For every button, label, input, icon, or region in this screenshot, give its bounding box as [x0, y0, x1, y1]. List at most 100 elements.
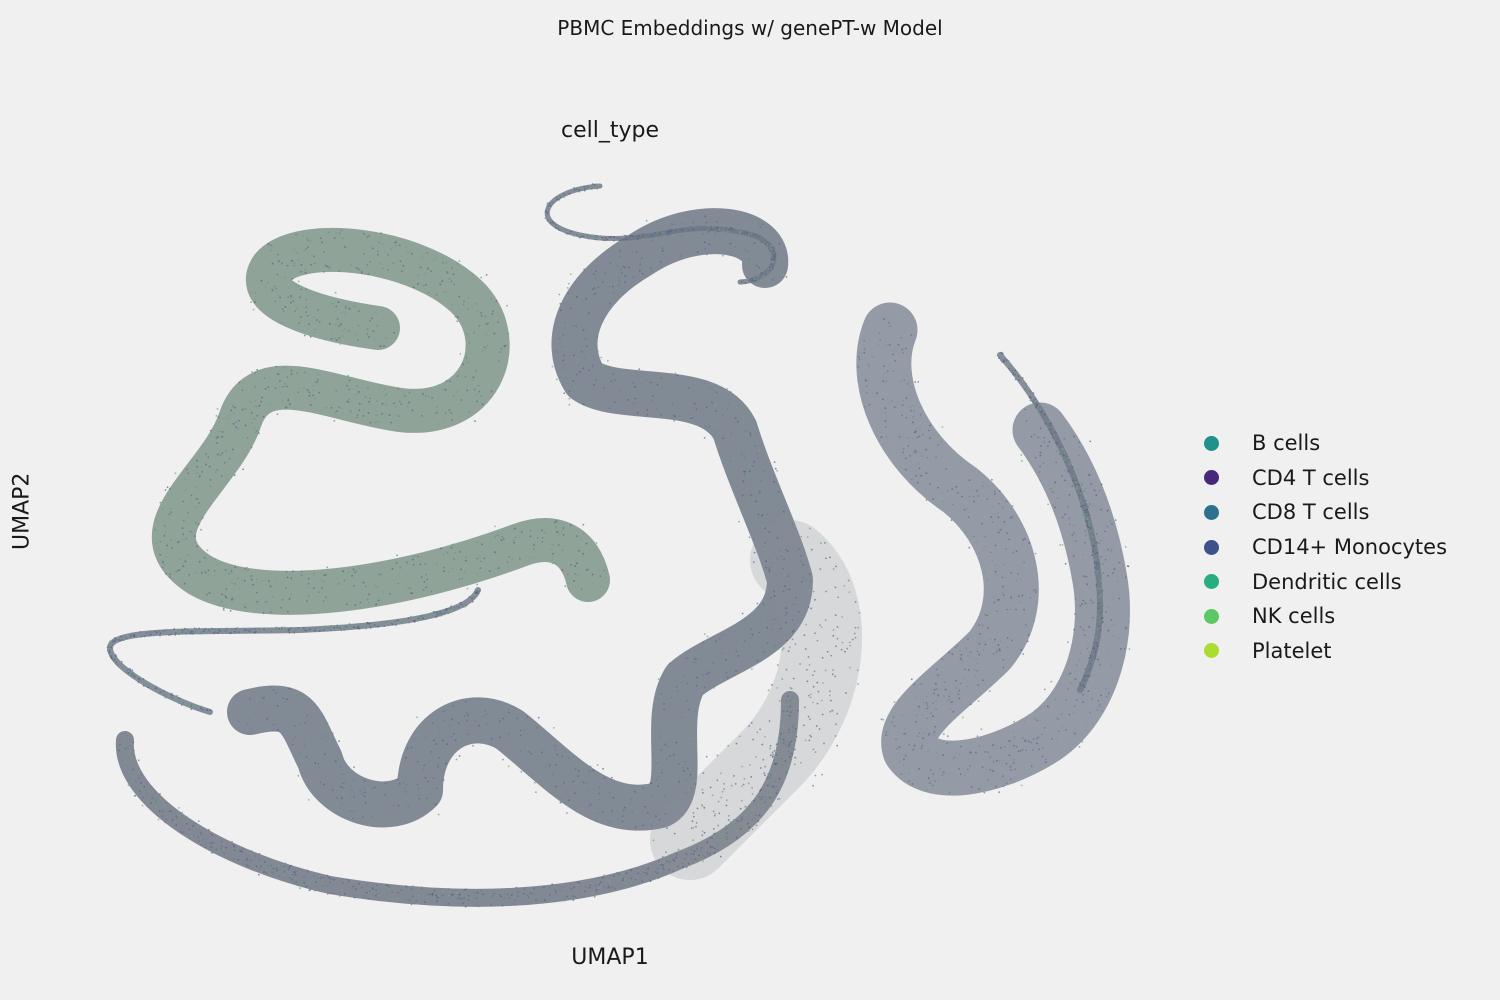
- cell-point: [729, 820, 732, 823]
- cell-point: [386, 884, 389, 887]
- cell-point: [323, 876, 325, 879]
- cell-point: [1099, 600, 1102, 602]
- cell-point: [447, 902, 450, 905]
- cell-point: [249, 858, 251, 861]
- cell-point: [1099, 661, 1101, 664]
- cell-point: [436, 764, 439, 766]
- cell-point: [142, 796, 145, 799]
- cell-point: [241, 389, 244, 392]
- cell-point: [707, 225, 710, 228]
- cell-point: [510, 904, 513, 907]
- cell-point: [312, 316, 315, 319]
- cell-point: [673, 419, 676, 422]
- cell-point: [479, 732, 482, 734]
- cell-point: [721, 634, 724, 637]
- cell-point: [812, 685, 815, 688]
- cell-point: [1086, 642, 1089, 645]
- cell-point: [829, 556, 831, 559]
- cell-point: [876, 392, 878, 394]
- cell-point: [170, 810, 173, 813]
- cell-point: [771, 753, 774, 756]
- cell-point: [464, 559, 467, 562]
- cell-point: [893, 701, 896, 703]
- cell-point: [339, 882, 342, 884]
- cell-point: [246, 436, 249, 439]
- cell-point: [645, 871, 648, 874]
- cell-point: [543, 531, 546, 534]
- cell-point: [693, 661, 695, 663]
- cell-point: [375, 603, 378, 605]
- cell-point: [940, 670, 943, 673]
- cell-point: [868, 365, 871, 367]
- cell-point: [371, 823, 374, 826]
- legend-marker: [1204, 608, 1219, 624]
- cell-point: [754, 280, 757, 282]
- cell-point: [754, 445, 757, 448]
- cell-point: [863, 348, 866, 351]
- cell-point: [768, 242, 771, 245]
- cell-point: [699, 850, 702, 853]
- cell-point: [433, 272, 435, 275]
- legend-label: CD14+ Monocytes: [1252, 535, 1448, 560]
- cell-point: [420, 576, 423, 579]
- cell-point: [677, 657, 680, 659]
- cell-point: [1048, 421, 1050, 423]
- cell-point: [670, 230, 672, 233]
- cell-point: [494, 551, 496, 554]
- cell-point: [1075, 479, 1078, 482]
- cell-point: [618, 280, 621, 283]
- cell-point: [701, 854, 704, 857]
- cell-point: [927, 777, 930, 780]
- cell-point: [773, 567, 776, 570]
- cell-point: [656, 384, 659, 386]
- cell-point: [872, 355, 875, 358]
- cell-point: [621, 272, 623, 274]
- cell-point: [1071, 539, 1074, 542]
- cell-point: [339, 785, 342, 788]
- cell-point: [711, 226, 714, 228]
- cell-point: [423, 580, 426, 583]
- cell-point: [1052, 503, 1055, 506]
- cell-point: [155, 806, 157, 809]
- cell-point: [1069, 672, 1072, 675]
- cell-point: [744, 511, 746, 513]
- cell-point: [1086, 647, 1089, 650]
- cell-point: [523, 888, 526, 890]
- cell-point: [249, 629, 252, 631]
- cell-point: [245, 863, 248, 866]
- cell-point: [727, 744, 730, 747]
- cell-point: [412, 286, 415, 289]
- cell-point: [770, 263, 773, 266]
- cell-point: [942, 771, 945, 774]
- cell-point: [303, 334, 306, 337]
- cell-point: [767, 271, 769, 274]
- cell-point: [267, 863, 269, 866]
- cell-point: [347, 571, 350, 574]
- cell-point: [701, 788, 704, 791]
- cell-point: [966, 508, 968, 510]
- cell-point: [264, 600, 267, 603]
- cell-point: [583, 356, 586, 359]
- cell-point: [967, 516, 970, 519]
- cell-point: [179, 830, 182, 832]
- cell-point: [998, 759, 1001, 762]
- cell-point: [1117, 637, 1120, 640]
- cell-point: [742, 279, 744, 282]
- cell-point: [756, 659, 759, 662]
- cell-point: [756, 453, 759, 455]
- cell-point: [685, 699, 688, 702]
- cell-point: [898, 746, 901, 748]
- cell-point: [566, 287, 569, 289]
- cell-point: [745, 478, 747, 480]
- cell-point: [903, 758, 905, 761]
- cell-point: [224, 629, 227, 632]
- cell-point: [263, 632, 266, 634]
- cell-point: [212, 842, 215, 845]
- cell-point: [1099, 603, 1102, 606]
- cell-point: [371, 317, 373, 320]
- cell-point: [785, 768, 788, 771]
- cell-point: [928, 706, 931, 709]
- cell-point: [1093, 571, 1096, 574]
- cell-point: [340, 629, 343, 632]
- cell-point: [568, 756, 571, 759]
